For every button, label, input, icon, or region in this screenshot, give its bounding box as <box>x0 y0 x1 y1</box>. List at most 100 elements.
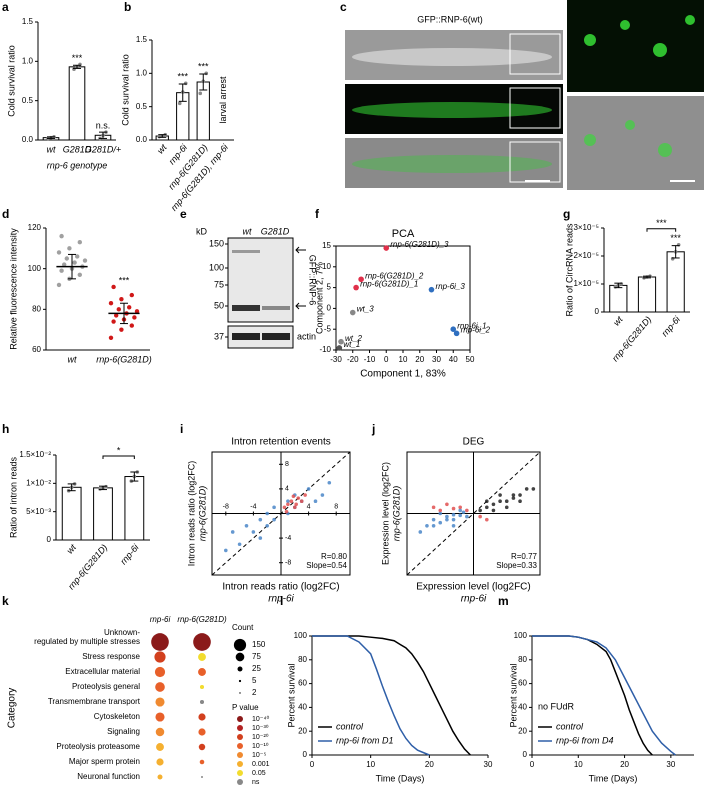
point-label: wt_2 <box>345 334 362 343</box>
band <box>232 333 260 340</box>
y-axis-label: Percent survival <box>286 663 296 727</box>
y-tick-label: 1.0 <box>22 56 34 65</box>
panel-label: i <box>180 422 183 436</box>
legend-bubble <box>235 652 245 662</box>
data-point <box>491 508 496 513</box>
legend-label: control <box>336 721 364 731</box>
legend-label: ns <box>252 779 260 786</box>
category-label: regulated by multiple stresses <box>34 637 140 646</box>
x-tick-label: G281D/+ <box>85 144 121 154</box>
data-point <box>458 508 463 513</box>
panel-label: d <box>2 207 9 221</box>
y-tick-label: 20 <box>518 726 527 735</box>
data-point <box>293 505 297 510</box>
x-axis-label: Time (Days) <box>376 773 425 783</box>
data-point <box>116 307 122 312</box>
data-point <box>349 309 356 316</box>
point-label: rnp-6i_2 <box>461 325 491 334</box>
x-tick-label: wt <box>68 354 77 364</box>
band <box>262 333 290 340</box>
data-point <box>108 301 114 306</box>
legend-label: 0.001 <box>252 761 270 768</box>
bubble <box>193 633 211 651</box>
y-tick-label: 60 <box>298 679 307 688</box>
legend-swatch <box>237 743 243 749</box>
data-point <box>485 517 489 522</box>
data-point <box>336 345 343 351</box>
y-tick-label: 0 <box>47 535 52 544</box>
data-point <box>451 512 456 517</box>
x-tick-label: 30 <box>484 760 493 769</box>
bubble <box>200 775 204 779</box>
data-point <box>453 330 460 337</box>
x-tick-label: rnp-6i <box>660 314 683 339</box>
y-axis-label: Intron reads ratio (log2FC) <box>186 461 196 567</box>
panel-label: c <box>340 0 347 14</box>
band-label: GFP::RNP-6 <box>308 255 318 306</box>
category-label: Cytoskeleton <box>94 712 140 721</box>
x-tick-label: -8 <box>223 503 229 510</box>
data-point <box>291 494 296 499</box>
y-tick-label: 0 <box>595 307 600 316</box>
data-point <box>461 510 466 515</box>
legend-label: rnp-6i from D1 <box>336 735 394 745</box>
bar <box>666 251 685 313</box>
panel-label: j <box>371 422 375 436</box>
x-tick-label: G281D <box>63 144 92 154</box>
data-point <box>425 524 429 528</box>
category-label: Major sperm protein <box>69 757 140 766</box>
data-point <box>445 517 449 522</box>
marker-label: 37 <box>214 331 224 341</box>
panel-label: f <box>315 207 320 221</box>
data-point <box>129 292 134 298</box>
y-tick-label: 2×10⁻⁵ <box>573 251 599 260</box>
x-axis-label: Intron reads ratio (log2FC) <box>222 582 339 593</box>
y-tick-label: 0.5 <box>136 102 148 111</box>
significance: *** <box>119 275 130 285</box>
bar <box>124 476 145 541</box>
data-point <box>56 282 62 288</box>
y-tick-label: -10 <box>319 345 331 354</box>
data-point <box>478 514 482 519</box>
data-point <box>59 233 64 239</box>
data-point <box>61 262 67 267</box>
y-tick-label: 20 <box>298 726 307 735</box>
data-point <box>230 530 235 534</box>
x-axis-label: Time (Days) <box>589 773 638 783</box>
bubble <box>198 653 206 661</box>
y-tick-label: 0.0 <box>136 135 148 144</box>
nucleus <box>653 43 667 57</box>
data-point <box>284 509 289 514</box>
legend-swatch <box>237 779 243 785</box>
category-label: Transmembrane transport <box>48 697 141 706</box>
data-point <box>451 506 456 511</box>
bubble <box>154 666 166 678</box>
point-label: wt_3 <box>357 305 374 314</box>
panel-label: m <box>498 594 509 608</box>
stat-label: R=0.77 <box>511 552 538 561</box>
y-axis-label: Expression level (log2FC) <box>380 462 390 565</box>
x-tick-label: 0 <box>310 760 315 769</box>
data-point <box>485 499 489 504</box>
panel-c: c GFP::RNP-6(wt) <box>340 0 704 190</box>
significance: *** <box>72 53 83 63</box>
x-tick-label: 8 <box>334 503 338 510</box>
data-point <box>353 284 359 291</box>
legend-label: 75 <box>252 652 261 661</box>
bubble <box>157 774 163 780</box>
legend-swatch <box>237 752 243 758</box>
legend-swatch <box>237 725 243 731</box>
worm <box>352 48 552 66</box>
data-point <box>450 326 457 333</box>
y-tick-label: 4 <box>285 486 289 493</box>
lane-label: wt <box>243 226 252 236</box>
bubble <box>151 633 169 651</box>
category-label: Extracellular material <box>65 667 140 676</box>
bubble <box>155 682 165 692</box>
data-point <box>531 487 536 491</box>
data-point <box>114 313 119 318</box>
worm <box>352 102 552 118</box>
data-point <box>56 250 62 255</box>
point-label: rnp-6i_3 <box>435 282 465 291</box>
column-label: rnp-6(G281D) <box>177 615 227 624</box>
